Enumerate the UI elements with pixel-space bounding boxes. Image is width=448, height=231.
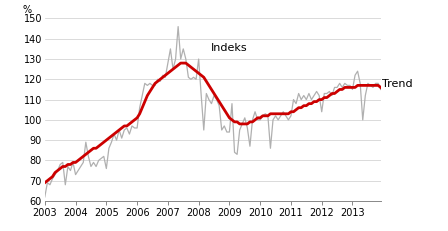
Text: Trend: Trend bbox=[382, 79, 412, 89]
Text: %: % bbox=[23, 5, 32, 15]
Text: Indeks: Indeks bbox=[211, 43, 248, 53]
